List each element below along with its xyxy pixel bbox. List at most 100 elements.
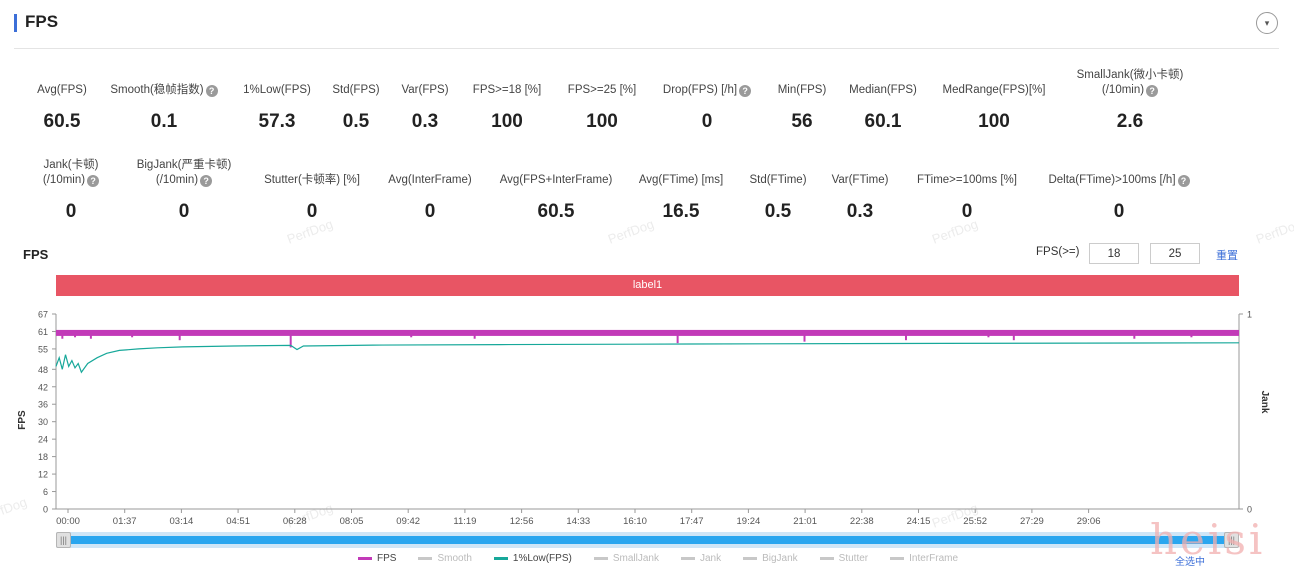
legend-item[interactable]: Jank xyxy=(680,553,721,564)
fps-chart[interactable]: 0 6 12 18 24 30 36 42 48 55 61 67 1 0 FPS Jank 00:00 01:3… xyxy=(0,300,1294,532)
stat-value: 100 xyxy=(586,111,618,132)
stat-label: MedRange(FPS)[%] xyxy=(942,84,1046,96)
x-tick-label: 24:15 xyxy=(907,516,931,527)
x-tick-label: 17:47 xyxy=(680,516,704,527)
legend-item[interactable]: SmallJank xyxy=(593,553,659,564)
legend-item[interactable]: BigJank xyxy=(743,553,798,564)
label-band[interactable]: label1 xyxy=(56,275,1239,296)
x-tick-label: 25:52 xyxy=(963,516,987,527)
help-icon[interactable]: ? xyxy=(200,175,213,187)
x-tick-label: 27:29 xyxy=(1020,516,1044,527)
legend-swatch-icon xyxy=(819,557,834,560)
stat-r1-3: Std(FPS) 0.5 xyxy=(266,83,446,132)
stat-r2-9: Delta(FTime)>100ms [/h]? 0 xyxy=(1029,173,1209,222)
legend-item[interactable]: Smooth xyxy=(418,553,472,564)
stat-value: 0 xyxy=(701,111,713,132)
fps-filter-label: FPS(>=) xyxy=(1036,246,1080,258)
legend-label: Stutter xyxy=(838,553,869,564)
stat-value: 0 xyxy=(1113,201,1125,222)
stat-value: 16.5 xyxy=(662,201,700,222)
stat-value: 100 xyxy=(978,111,1010,132)
legend-item[interactable]: 1%Low(FPS) xyxy=(493,553,572,564)
y-tick-label: 0 xyxy=(43,505,48,515)
legend-swatch-icon xyxy=(890,557,905,560)
stat-label: Avg(FTime) [ms] xyxy=(638,174,724,186)
watermark: PerfDog xyxy=(1253,216,1294,247)
stat-r2-5: Avg(FTime) [ms] 16.5 xyxy=(591,173,771,222)
stat-value: 0 xyxy=(424,201,436,222)
stat-r2-4: Avg(FPS+InterFrame) 60.5 xyxy=(466,173,646,222)
y-axis-title: FPS xyxy=(17,410,28,430)
stat-value: 0.5 xyxy=(342,111,370,132)
stat-label: 1%Low(FPS) xyxy=(243,84,311,96)
zoom-range-fill[interactable] xyxy=(62,536,1233,544)
help-icon[interactable]: ? xyxy=(1146,85,1159,97)
stat-value: 60.5 xyxy=(537,201,575,222)
fps-threshold-input-2[interactable] xyxy=(1150,243,1200,264)
stat-label: BigJank(严重卡顿) xyxy=(136,159,232,171)
stat-value: 0 xyxy=(178,201,190,222)
stat-label: FPS>=18 [%] xyxy=(472,84,542,96)
stat-r1-7: Drop(FPS) [/h]? 0 xyxy=(617,83,797,132)
collapse-toggle-icon[interactable]: ▾ xyxy=(1256,12,1278,34)
legend-item[interactable]: FPS xyxy=(358,553,396,564)
stat-value: 100 xyxy=(491,111,523,132)
legend-swatch-icon xyxy=(743,557,758,560)
stat-label: Smooth(稳帧指数)? xyxy=(74,83,254,98)
stat-r1-2: 1%Low(FPS) 57.3 xyxy=(187,83,367,132)
stat-r2-8: FTime>=100ms [%] 0 xyxy=(877,173,1057,222)
y-tick-label: 24 xyxy=(38,435,48,445)
x-tick-label: 22:38 xyxy=(850,516,874,527)
stat-value: 0.3 xyxy=(846,201,874,222)
y-tick-label: 6 xyxy=(43,487,48,497)
legend-label: FPS xyxy=(377,553,397,564)
legend-swatch-icon xyxy=(680,557,695,560)
y-tick-label: 61 xyxy=(38,327,48,337)
fps-series-band xyxy=(56,329,1239,336)
select-all-link[interactable]: 全选中 xyxy=(1175,557,1205,568)
legend-label: InterFrame xyxy=(909,553,959,564)
stat-r1-5: FPS>=18 [%] 100 xyxy=(417,83,597,132)
stat-label: Jank(卡顿) xyxy=(43,159,99,171)
x-tick-label: 11:19 xyxy=(453,516,476,527)
corner-watermark: heisi xyxy=(1150,515,1266,564)
title-accent-bar xyxy=(14,14,17,32)
stat-r2-3: Avg(InterFrame) 0 xyxy=(340,173,520,222)
y-tick-label: 12 xyxy=(38,470,48,480)
legend-swatch-icon xyxy=(593,557,608,560)
y-tick-label: 42 xyxy=(38,382,48,392)
help-icon[interactable]: ? xyxy=(87,175,100,187)
legend-label: Smooth xyxy=(437,553,472,564)
x-tick-label: 00:00 xyxy=(56,516,80,527)
stat-label: SmallJank(微小卡顿) xyxy=(1076,69,1184,81)
y-tick-label: 48 xyxy=(38,365,48,375)
stat-r2-7: Var(FTime) 0.3 xyxy=(770,173,950,222)
chart-title: FPS xyxy=(23,247,49,262)
stat-value: 0 xyxy=(306,201,318,222)
zoom-slider[interactable]: ||| ||| xyxy=(56,532,1239,548)
reset-button[interactable]: 重置 xyxy=(1216,250,1238,262)
stat-value: 57.3 xyxy=(258,111,296,132)
stat-r1-10: MedRange(FPS)[%] 100 xyxy=(904,83,1084,132)
help-icon[interactable]: ? xyxy=(1177,175,1190,187)
stat-r2-2: Stutter(卡顿率) [%] 0 xyxy=(222,173,402,222)
zoom-handle-left-icon[interactable]: ||| xyxy=(56,532,71,548)
y-tick-label: 30 xyxy=(38,417,48,427)
stat-label: FPS>=25 [%] xyxy=(567,84,637,96)
help-icon[interactable]: ? xyxy=(205,85,218,97)
zoom-handle-right-icon[interactable]: ||| xyxy=(1224,532,1239,548)
legend-swatch-icon xyxy=(493,557,508,560)
legend-item[interactable]: InterFrame xyxy=(890,553,958,564)
legend-item[interactable]: Stutter xyxy=(819,553,869,564)
fps-threshold-input-1[interactable] xyxy=(1089,243,1139,264)
x-tick-label: 14:33 xyxy=(566,516,590,527)
stat-r1-8: Min(FPS) 56 xyxy=(712,83,892,132)
low-fps-series-line xyxy=(55,342,1240,374)
stat-value: 0 xyxy=(961,201,973,222)
x-tick-label: 06:28 xyxy=(283,516,307,527)
stat-label: Avg(InterFrame) xyxy=(388,174,472,186)
x-tick-label: 01:37 xyxy=(113,516,137,527)
panel-title: FPS xyxy=(25,12,59,31)
help-icon[interactable]: ? xyxy=(739,85,752,97)
y-tick-label: 18 xyxy=(38,452,48,462)
